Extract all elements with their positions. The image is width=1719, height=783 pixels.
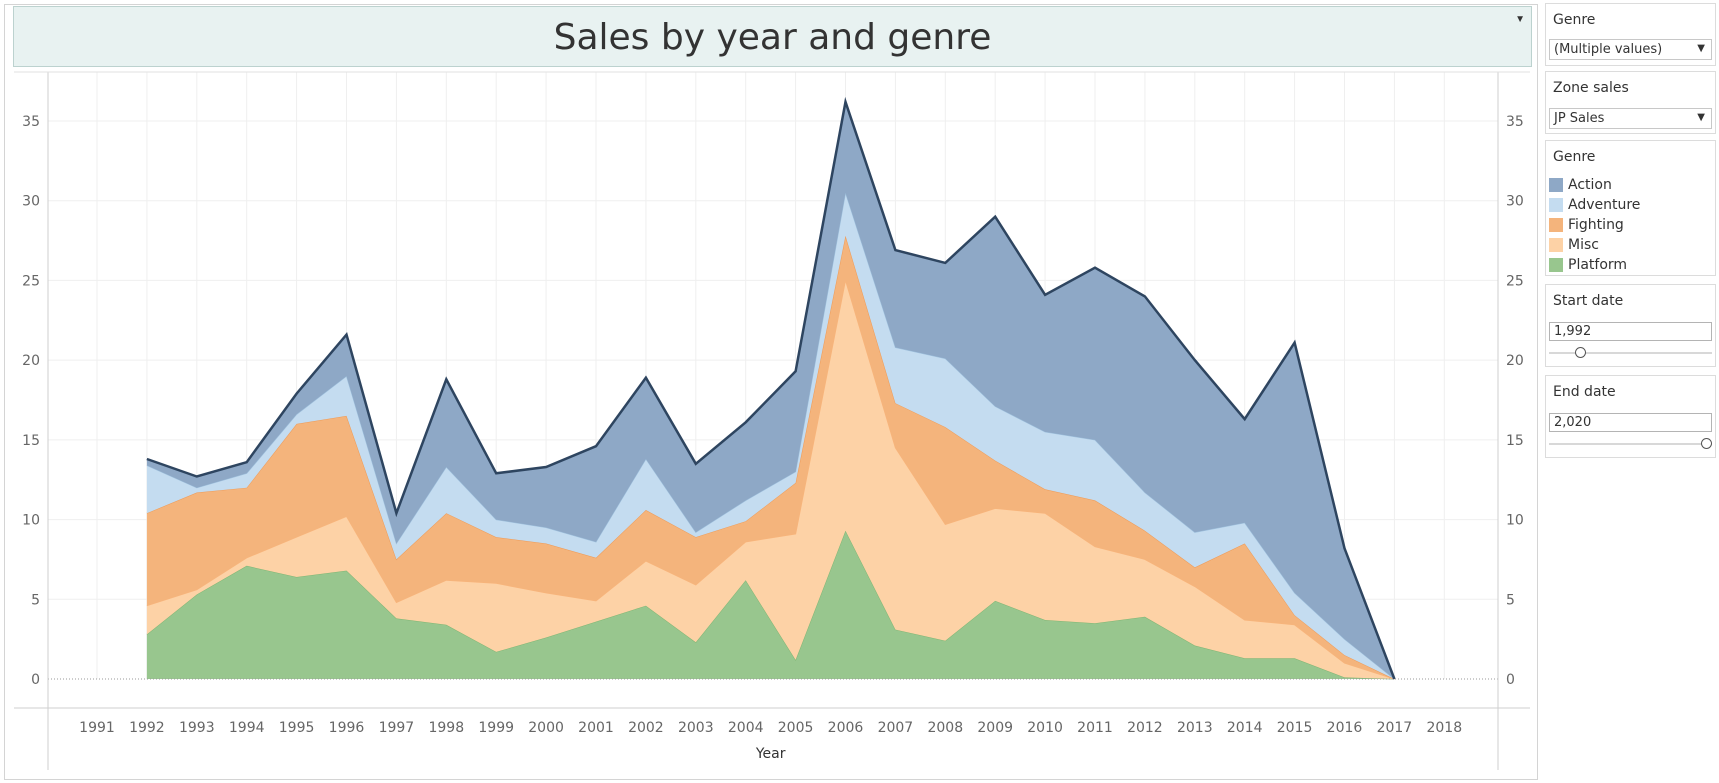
y-tick-label-right: 10 [1506, 513, 1524, 529]
x-tick-label: 2018 [1426, 720, 1462, 736]
zone-sales-panel: Zone sales JP Sales ▼ [1545, 71, 1716, 134]
x-tick-label: 2015 [1277, 720, 1313, 736]
y-tick-label-right: 30 [1506, 194, 1524, 210]
legend-label: Fighting [1568, 217, 1624, 233]
x-tick-label: 1996 [329, 720, 365, 736]
y-tick-label-left: 5 [31, 592, 40, 608]
area-misc[interactable] [146, 280, 1395, 679]
y-tick-label-right: 25 [1506, 273, 1524, 289]
legend-panel: Genre Action Adventure Fighting Misc Platfor… [1545, 140, 1716, 276]
x-tick-label: 2017 [1377, 720, 1413, 736]
area-action[interactable] [146, 101, 1395, 679]
legend-title: Genre [1553, 149, 1596, 165]
x-tick-label: 2010 [1027, 720, 1063, 736]
y-tick-label-left: 10 [22, 513, 40, 529]
legend-label: Platform [1568, 257, 1628, 273]
x-tick-label: 1999 [478, 720, 514, 736]
axes: 0 0 5 5 10 10 15 15 20 20 25 25 30 30 35 35 1991 1992 1993… [14, 71, 1530, 770]
genre-filter-dropdown[interactable]: (Multiple values) ▼ [1549, 39, 1712, 60]
legend-item-misc[interactable]: Misc [1546, 235, 1715, 255]
start-date-slider-handle[interactable] [1574, 347, 1586, 358]
y-tick-label-left: 15 [22, 433, 40, 449]
zone-sales-value: JP Sales [1554, 111, 1605, 126]
y-tick-label-left: 25 [22, 273, 40, 289]
x-tick-label: 2002 [628, 720, 664, 736]
legend-label: Adventure [1568, 197, 1641, 213]
legend-items: Action Adventure Fighting Misc Platform [1546, 175, 1715, 275]
y-tick-label-left: 35 [22, 114, 40, 130]
x-tick-label: 2016 [1327, 720, 1363, 736]
y-tick-label-right: 20 [1506, 353, 1524, 369]
chevron-down-icon: ▼ [1697, 43, 1705, 54]
y-tick-label-left: 30 [22, 194, 40, 210]
x-tick-label: 2006 [828, 720, 864, 736]
x-tick-label: 1991 [79, 720, 115, 736]
legend-swatch [1549, 198, 1563, 212]
x-tick-label: 2004 [728, 720, 764, 736]
x-tick-label: 2011 [1077, 720, 1113, 736]
x-tick-label: 2005 [778, 720, 814, 736]
legend-label: Action [1568, 177, 1612, 193]
x-tick-label: 1992 [129, 720, 165, 736]
legend-item-platform[interactable]: Platform [1546, 255, 1715, 275]
chevron-down-icon: ▼ [1697, 112, 1705, 123]
x-tick-label: 2009 [977, 720, 1013, 736]
y-tick-label-left: 0 [31, 672, 40, 688]
x-tick-label: 1994 [229, 720, 265, 736]
genre-filter-value: (Multiple values) [1554, 42, 1663, 57]
area-platform[interactable] [146, 530, 1395, 679]
start-date-input[interactable]: 1,992 [1549, 322, 1712, 341]
start-date-panel: Start date 1,992 [1545, 284, 1716, 367]
area-chart[interactable]: 0 0 5 5 10 10 15 15 20 20 25 25 30 30 35 35 1991 1992 1993… [0, 0, 1540, 783]
x-tick-label: 1995 [279, 720, 315, 736]
y-tick-label-left: 20 [22, 353, 40, 369]
x-tick-label: 2008 [927, 720, 963, 736]
x-tick-label: 2000 [528, 720, 564, 736]
title-box: Sales by year and genre ▼ [13, 6, 1532, 67]
y-tick-label-right: 0 [1506, 672, 1515, 688]
legend-swatch [1549, 238, 1563, 252]
end-date-input[interactable]: 2,020 [1549, 413, 1712, 432]
y-tick-label-right: 15 [1506, 433, 1524, 449]
area-fighting[interactable] [146, 235, 1395, 680]
total-line[interactable] [146, 96, 1396, 680]
legend-item-action[interactable]: Action [1546, 175, 1715, 195]
end-date-label: End date [1553, 384, 1616, 400]
x-tick-label: 1998 [428, 720, 464, 736]
y-tick-label-right: 5 [1506, 592, 1515, 608]
end-date-panel: End date 2,020 [1545, 375, 1716, 458]
x-tick-label: 2014 [1227, 720, 1263, 736]
x-tick-label: 2013 [1177, 720, 1213, 736]
x-tick-label: 2007 [878, 720, 914, 736]
start-date-slider[interactable] [1549, 347, 1712, 358]
legend-swatch [1549, 218, 1563, 232]
legend-swatch [1549, 178, 1563, 192]
x-axis-title: Year [755, 746, 786, 762]
start-date-label: Start date [1553, 293, 1624, 309]
legend-item-fighting[interactable]: Fighting [1546, 215, 1715, 235]
x-tick-label: 1997 [379, 720, 415, 736]
legend-label: Misc [1568, 237, 1599, 253]
end-date-slider-handle[interactable] [1701, 438, 1712, 449]
x-tick-label: 1993 [179, 720, 215, 736]
end-date-slider[interactable] [1549, 438, 1712, 449]
x-tick-label: 2012 [1127, 720, 1163, 736]
y-tick-label-right: 35 [1506, 114, 1524, 130]
genre-filter-label: Genre [1553, 12, 1596, 28]
legend-item-adventure[interactable]: Adventure [1546, 195, 1715, 215]
chevron-down-icon[interactable]: ▼ [1515, 14, 1525, 25]
x-tick-label: 2001 [578, 720, 614, 736]
zone-sales-dropdown[interactable]: JP Sales ▼ [1549, 108, 1712, 129]
legend-swatch [1549, 258, 1563, 272]
zone-sales-label: Zone sales [1553, 80, 1629, 96]
genre-filter-panel: Genre (Multiple values) ▼ [1545, 3, 1716, 66]
page-title: Sales by year and genre [553, 17, 992, 58]
x-tick-label: 2003 [678, 720, 714, 736]
area-layer [146, 96, 1396, 680]
